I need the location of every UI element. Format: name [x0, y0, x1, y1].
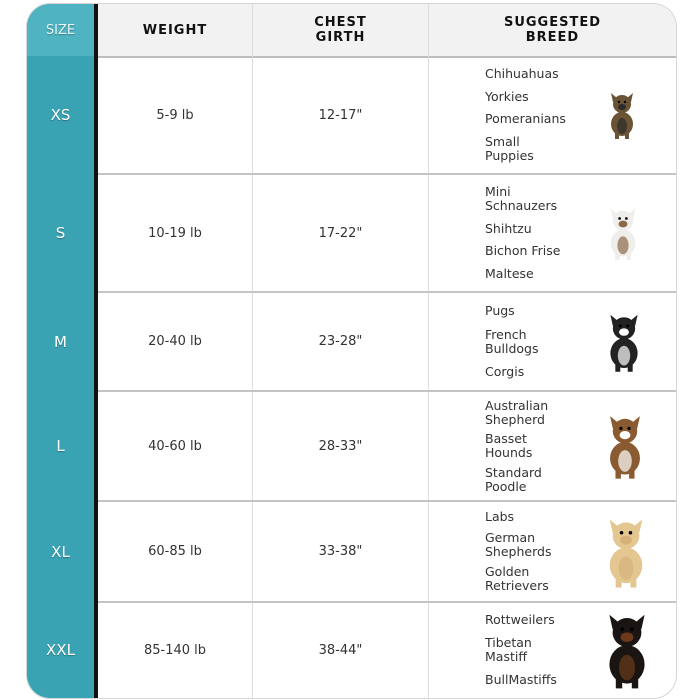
header-row: [98, 4, 676, 58]
breed-item: Pugs: [485, 302, 515, 318]
breed-list: Mini Schnauzers Shihtzu Bichon Frise Maltes…: [485, 176, 560, 290]
header-size: SIZE: [45, 22, 76, 38]
row-divider: [98, 173, 676, 175]
header-chest-girth: CHEST GIRTH: [314, 15, 367, 45]
breed-item: Pomeranians: [485, 111, 566, 127]
dog-boston-terrier-icon: [610, 314, 638, 372]
size-label: XS: [50, 106, 71, 124]
divider: [428, 4, 429, 698]
row-divider: [98, 291, 676, 293]
chest-value: 17-22": [318, 225, 363, 241]
header-weight: WEIGHT: [142, 22, 208, 38]
weight-value: 20-40 lb: [148, 334, 202, 349]
breed-list: Rottweilers Tibetan Mastiff BullMastiffs: [485, 604, 557, 696]
chest-value: 28-33": [318, 438, 363, 454]
size-column: [27, 4, 94, 698]
breed-item: Yorkies: [485, 88, 529, 104]
weight-value: 10-19 lb: [148, 225, 202, 241]
size-chart: SIZE WEIGHT CHEST GIRTH SUGGESTED BREED …: [26, 3, 677, 699]
size-label: S: [55, 224, 66, 242]
breed-item: Shihtzu: [485, 220, 532, 236]
dog-basset-hound-icon: [610, 416, 640, 479]
size-header-bg: [27, 4, 94, 56]
dog-yorkie-icon: [611, 93, 633, 139]
breed-item: Golden Retrievers: [485, 564, 549, 594]
chest-value: 38-44": [318, 642, 363, 658]
size-label: XL: [51, 542, 70, 561]
dog-tibetan-mastiff-icon: [609, 614, 645, 689]
breed-list: Labs German Shepherds Golden Retrievers: [485, 503, 551, 600]
breed-item: Australian Shepherd: [485, 397, 549, 427]
divider: [94, 4, 98, 698]
chest-value: 33-38": [318, 544, 363, 559]
row-divider: [98, 390, 676, 392]
breed-item: Chihuahuas: [485, 65, 559, 81]
weight-value: 60-85 lb: [148, 544, 202, 559]
breed-item: Mini Schnauzers: [485, 183, 558, 213]
breed-item: Corgis: [485, 364, 525, 380]
divider: [252, 4, 253, 698]
breed-item: BullMastiffs: [485, 672, 557, 687]
breed-list: Chihuahuas Yorkies Pomeranians Small Puppie…: [485, 58, 566, 172]
breed-list: Australian Shepherd Basset Hounds Standard…: [485, 393, 548, 499]
breed-item: French Bulldogs: [485, 326, 539, 356]
weight-value: 85-140 lb: [143, 642, 207, 658]
chest-value: 12-17": [318, 107, 363, 123]
dog-shihtzu-icon: [610, 208, 636, 260]
row-divider: [98, 500, 676, 502]
header-suggested-breed: SUGGESTED BREED: [503, 15, 602, 45]
breed-list: Pugs French Bulldogs Corgis: [485, 294, 538, 389]
breed-item: German Shepherds: [485, 529, 552, 559]
breed-item: Bichon Frise: [485, 243, 561, 259]
size-label: XXL: [46, 641, 75, 659]
breed-item: Tibetan Mastiff: [485, 635, 532, 664]
breed-item: Maltese: [485, 266, 534, 282]
size-label: L: [56, 437, 65, 455]
weight-value: 40-60 lb: [148, 438, 202, 454]
weight-value: 5-9 lb: [156, 107, 194, 123]
breed-item: Small Puppies: [485, 134, 534, 164]
dog-labrador-icon: [609, 518, 643, 588]
breed-item: Standard Poodle: [485, 464, 542, 494]
row-divider: [98, 601, 676, 603]
chest-value: 23-28": [318, 334, 363, 349]
breed-item: Rottweilers: [485, 612, 555, 627]
size-label: M: [54, 332, 67, 351]
breed-item: Basset Hounds: [485, 431, 533, 460]
breed-item: Labs: [485, 508, 515, 524]
